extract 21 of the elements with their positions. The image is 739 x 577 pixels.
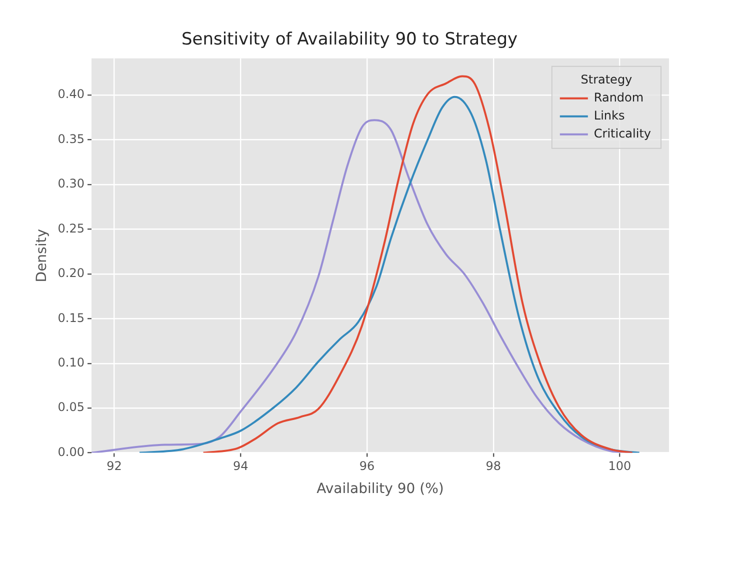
x-tick-label: 92 [106, 459, 122, 474]
chart-title: Sensitivity of Availability 90 to Strategy [181, 30, 518, 50]
legend-label: Links [594, 108, 625, 123]
x-tick-label: 100 [608, 459, 632, 474]
y-tick-label: 0.30 [58, 176, 85, 191]
y-tick-label: 0.25 [58, 221, 85, 236]
x-axis-title: Availability 90 (%) [316, 481, 444, 498]
y-tick-label: 0.15 [58, 310, 85, 325]
y-tick-label: 0.00 [58, 444, 85, 459]
legend-label: Criticality [594, 126, 652, 141]
x-tick-label: 94 [232, 459, 248, 474]
y-tick-label: 0.10 [58, 355, 85, 370]
y-axis-title: Density [34, 228, 50, 282]
y-tick-label: 0.40 [58, 87, 85, 102]
x-tick-label: 98 [486, 459, 501, 474]
x-tick-label: 96 [359, 459, 375, 474]
y-tick-label: 0.35 [58, 132, 85, 146]
legend-title: Strategy [580, 72, 632, 87]
y-tick-label: 0.05 [58, 400, 85, 414]
legend-label: Random [594, 90, 644, 105]
y-tick-label: 0.20 [58, 266, 85, 280]
